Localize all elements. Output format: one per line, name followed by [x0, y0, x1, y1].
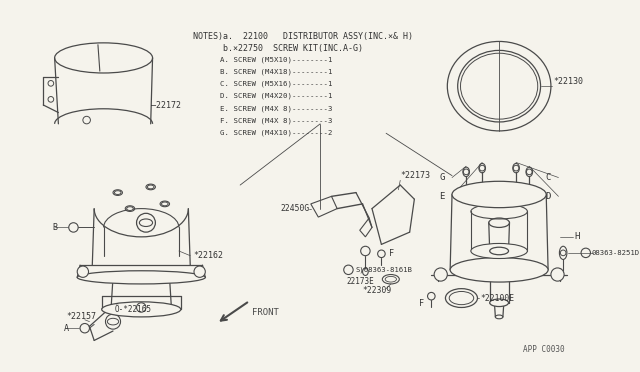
Text: F: F [419, 299, 424, 308]
Text: *22173: *22173 [400, 171, 430, 180]
Text: C. SCREW (M5X16)--------1: C. SCREW (M5X16)--------1 [193, 80, 333, 87]
Text: 22450G: 22450G [280, 204, 310, 213]
Circle shape [551, 268, 564, 281]
Circle shape [136, 303, 146, 312]
Text: C: C [545, 173, 551, 182]
Text: NOTES)a.  22100   DISTRIBUTOR ASSY(INC.×& H): NOTES)a. 22100 DISTRIBUTOR ASSY(INC.×& H… [193, 32, 413, 41]
Circle shape [194, 266, 205, 278]
Ellipse shape [102, 302, 181, 317]
Text: F. SCREW (M4X 8)--------3: F. SCREW (M4X 8)--------3 [193, 117, 333, 124]
Text: D: D [545, 192, 551, 201]
Text: *22309: *22309 [363, 286, 392, 295]
Text: H: H [575, 232, 580, 241]
Ellipse shape [140, 219, 152, 227]
Text: 08363-8251D: 08363-8251D [591, 250, 639, 256]
Text: B: B [52, 223, 58, 232]
Circle shape [77, 266, 88, 278]
Ellipse shape [490, 299, 509, 307]
Ellipse shape [161, 202, 168, 206]
Polygon shape [311, 196, 337, 217]
Text: *22157: *22157 [66, 312, 96, 321]
Text: F: F [389, 249, 394, 258]
Text: G: G [439, 173, 445, 182]
Text: D. SCREW (M4X20)--------1: D. SCREW (M4X20)--------1 [193, 93, 333, 99]
Ellipse shape [147, 185, 154, 189]
Text: S)08363-8161B: S)08363-8161B [356, 267, 413, 273]
Text: *22130: *22130 [554, 77, 584, 86]
Ellipse shape [127, 207, 133, 211]
Text: A. SCREW (M5X10)--------1: A. SCREW (M5X10)--------1 [193, 56, 333, 62]
Text: E. SCREW (M4X 8)--------3: E. SCREW (M4X 8)--------3 [193, 105, 333, 112]
Text: b.×22750  SCREW KIT(INC.A-G): b.×22750 SCREW KIT(INC.A-G) [193, 44, 363, 53]
Text: FRONT: FRONT [252, 308, 279, 317]
Ellipse shape [115, 191, 121, 195]
Text: E: E [439, 192, 445, 201]
Ellipse shape [108, 318, 118, 325]
Text: *22162: *22162 [193, 251, 223, 260]
Polygon shape [360, 218, 372, 237]
Ellipse shape [450, 257, 548, 282]
Ellipse shape [471, 243, 527, 259]
Text: B. SCREW (M4X18)--------1: B. SCREW (M4X18)--------1 [193, 68, 333, 75]
Ellipse shape [452, 181, 546, 208]
Text: —22172: —22172 [150, 100, 180, 109]
Ellipse shape [490, 247, 509, 255]
Text: *22100E: *22100E [480, 294, 515, 302]
Text: 22173E: 22173E [347, 277, 374, 286]
Circle shape [434, 268, 447, 281]
Ellipse shape [77, 271, 205, 284]
Text: G. SCREW (M4X10)--------2: G. SCREW (M4X10)--------2 [193, 129, 333, 136]
Text: Ô-*22165: Ô-*22165 [115, 305, 152, 314]
Text: APP C0030: APP C0030 [524, 345, 565, 355]
Text: A: A [64, 324, 69, 333]
